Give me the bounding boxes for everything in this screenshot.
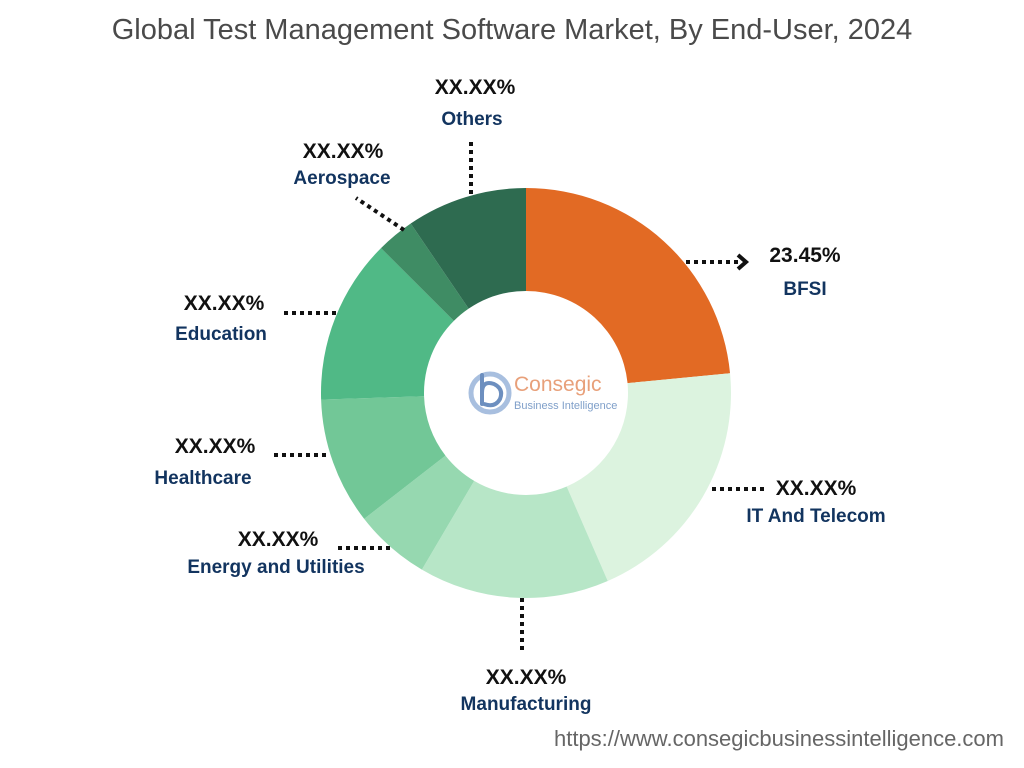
value-label-it-and-telecom: XX.XX% (776, 477, 857, 500)
slice-it-and-telecom (566, 373, 731, 581)
slice-manufacturing (421, 480, 608, 598)
donut-slices (321, 188, 731, 598)
slice-others (410, 188, 526, 309)
category-label-others: Others (441, 109, 502, 130)
leader-line-aerospace (354, 196, 406, 232)
value-label-aerospace: XX.XX% (303, 140, 384, 163)
value-label-education: XX.XX% (184, 292, 265, 315)
value-label-others: XX.XX% (435, 76, 516, 99)
category-label-manufacturing: Manufacturing (461, 694, 592, 715)
value-label-energy-and-utilities: XX.XX% (238, 528, 319, 551)
value-label-manufacturing: XX.XX% (486, 666, 567, 689)
slice-energy-and-utilities (364, 455, 475, 570)
leader-arrow-bfsi (736, 253, 750, 271)
category-label-energy-and-utilities: Energy and Utilities (187, 557, 364, 578)
chart-title: Global Test Management Software Market, … (111, 14, 913, 46)
category-label-it-and-telecom: IT And Telecom (746, 506, 885, 527)
slice-education (321, 248, 454, 400)
logo-subtitle: Business Intelligence (514, 400, 617, 412)
slice-healthcare (321, 396, 446, 519)
slice-aerospace (380, 223, 469, 321)
category-label-bfsi: BFSI (783, 279, 826, 300)
consegic-logo: Consegic Business Intelligence (468, 371, 617, 415)
category-label-education: Education (175, 324, 267, 345)
leader-lines (274, 140, 766, 652)
logo-glyph (480, 373, 504, 408)
value-label-healthcare: XX.XX% (175, 435, 256, 458)
slice-bfsi (526, 188, 731, 384)
slice-labels: 23.45% BFSI XX.XX% IT And Telecom XX.XX% Manu… (154, 76, 885, 715)
logo-ring (468, 371, 512, 415)
source-url: https://www.consegicbusinessintelligence… (553, 726, 1004, 751)
category-label-aerospace: Aerospace (293, 168, 390, 189)
value-label-bfsi: 23.45% (769, 244, 841, 267)
category-label-healthcare: Healthcare (154, 468, 251, 489)
logo-name: Consegic (514, 373, 602, 396)
